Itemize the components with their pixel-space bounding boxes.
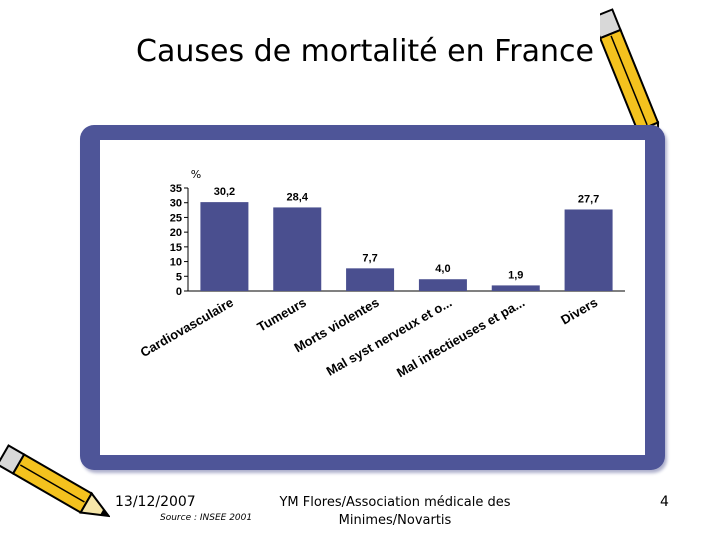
bar [491, 285, 540, 291]
category-label: Mal syst nerveux et o... [324, 295, 455, 379]
footer-organization: YM Flores/Association médicale des Minim… [279, 495, 511, 528]
bar [418, 279, 467, 291]
category-label: Cardiovasculaire [138, 295, 236, 360]
footer-date: 13/12/2007 [115, 494, 196, 510]
y-tick-label: 30 [170, 198, 182, 210]
slide-title: Causes de mortalité en France [136, 34, 594, 69]
y-tick-label: 25 [170, 212, 182, 224]
y-tick-label: 20 [170, 227, 182, 239]
y-tick-label: 35 [170, 183, 182, 195]
page-number: 4 [660, 494, 669, 510]
category-label: Divers [558, 295, 600, 328]
bar [346, 268, 395, 291]
bar-value-label: 1,9 [508, 269, 523, 281]
y-tick-label: 10 [170, 257, 182, 269]
bar [200, 202, 249, 291]
bar-value-label: 4,0 [435, 263, 450, 275]
bar [273, 207, 322, 291]
y-tick-label: 15 [170, 242, 182, 254]
bar-value-label: 7,7 [362, 252, 377, 264]
bar [564, 209, 613, 291]
bar-chart: % 0 5 10 15 20 25 30 35 30,2 Cardiovasculaire 28,4 T… [138, 168, 625, 381]
y-tick-label: 0 [176, 286, 182, 298]
bar-value-label: 28,4 [287, 191, 309, 203]
category-label: Tumeurs [255, 295, 309, 335]
pencil-icon [0, 444, 110, 518]
chart-panel [100, 140, 645, 455]
bar-value-label: 27,7 [578, 193, 599, 205]
y-tick-label: 5 [176, 271, 182, 283]
bar-value-label: 30,2 [214, 186, 235, 198]
y-axis-label: % [191, 168, 201, 181]
footer-source: Source : INSEE 2001 [160, 513, 253, 523]
category-label: Mal infectieuses et pa... [394, 295, 527, 381]
